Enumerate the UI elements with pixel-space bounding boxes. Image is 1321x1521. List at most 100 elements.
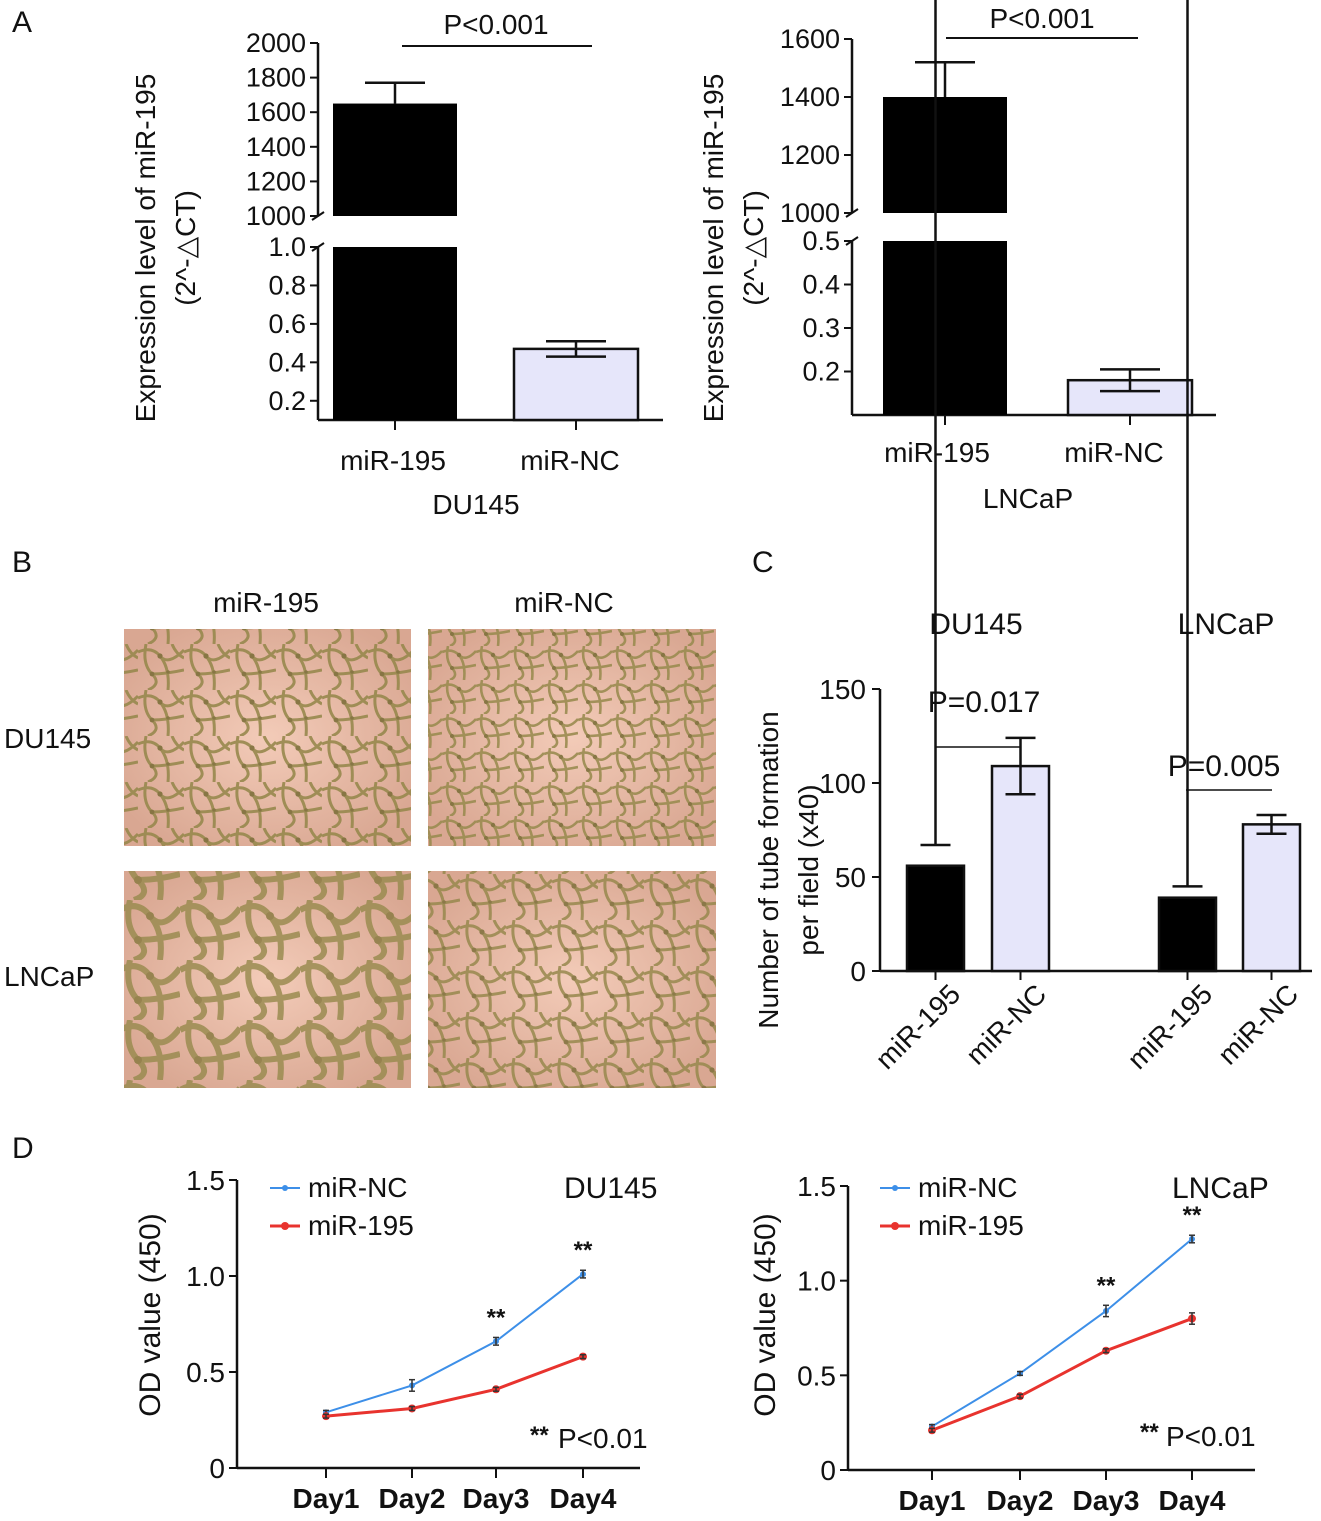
d-left-ylabel: OD value (450) <box>134 1213 167 1416</box>
c-bar-du145-mir-195 <box>905 864 966 973</box>
b-row-label-lncap: LNCaP <box>4 961 94 992</box>
a-left-ylabel-line2: (2^-△CT) <box>170 190 201 306</box>
a-left-p-value: P<0.001 <box>443 9 548 40</box>
d-ytick-label: 0.5 <box>186 1357 225 1388</box>
a-bar-mir-nc <box>512 347 640 422</box>
a-bar-mir-195-lower <box>883 241 1007 415</box>
a-ytick-label: 0.2 <box>268 386 306 416</box>
micrograph-lncap-mir-195 <box>124 871 411 1088</box>
a-ytick-label: 1200 <box>780 140 840 170</box>
d-significance-marker: ** <box>1097 1272 1116 1299</box>
d-left-p-marker: ** <box>530 1422 549 1449</box>
panel-d-right-chart: OD value (450) 0 0.5 1.0 1.5 ** ** miR-NC miR… <box>749 1171 1269 1516</box>
d-left-legend-marker-nc <box>282 1185 288 1191</box>
d-left-p-text: P<0.01 <box>558 1423 648 1454</box>
a-ytick-label: 1.0 <box>268 232 306 262</box>
c-bar-lncap-mir-nc <box>1241 823 1302 973</box>
panel-letter-c: C <box>752 546 774 579</box>
a-right-p-value: P<0.001 <box>989 3 1094 34</box>
a-ytick-label: 1000 <box>246 201 306 231</box>
c-group-label-du145: DU145 <box>929 608 1022 641</box>
d-left-legend-marker-195 <box>281 1222 289 1230</box>
c-ylabel-line2: per field (x40) <box>793 784 824 955</box>
panel-a-right-chart: Expression level of miR-195 (2^-△CT) P<0… <box>698 3 1216 514</box>
c-ytick-label: 100 <box>819 768 866 799</box>
c-bar-du145-mir-nc <box>990 764 1051 973</box>
d-right-legend-marker-195 <box>891 1222 899 1230</box>
d-left-cell-label: DU145 <box>564 1172 657 1205</box>
panel-letter-d: D <box>12 1132 34 1165</box>
a-bar-mir-195-upper <box>883 97 1007 213</box>
d-ytick-label: 0.5 <box>797 1360 836 1391</box>
micrograph-du145-mir-195 <box>124 629 411 846</box>
d-ytick-label: 0 <box>209 1453 225 1484</box>
d-line-mir-195 <box>931 1317 1193 1432</box>
c-p-value: P=0.017 <box>928 686 1041 719</box>
a-ytick-label: 1600 <box>780 24 840 54</box>
a-right-ylabel-line2: (2^-△CT) <box>738 190 769 306</box>
c-ytick-label: 50 <box>835 862 866 893</box>
d-right-cell-label: LNCaP <box>1172 1172 1269 1205</box>
d-ytick-label: 1.0 <box>186 1261 225 1292</box>
a-ytick-label: 1200 <box>246 166 306 196</box>
panel-letter-b: B <box>12 546 32 579</box>
a-left-xtick-mir-nc: miR-NC <box>520 445 620 476</box>
a-ytick-label: 0.2 <box>802 357 840 387</box>
a-bar-mir-195-lower <box>333 247 457 420</box>
d-right-xtick-day4: Day4 <box>1159 1485 1226 1516</box>
c-p-value: P=0.005 <box>1168 750 1281 783</box>
d-right-legend-marker-nc <box>892 1185 898 1191</box>
b-row-label-du145: DU145 <box>4 723 91 754</box>
c-bar-lncap-mir-195 <box>1157 896 1218 973</box>
a-ytick-label: 2000 <box>246 28 306 58</box>
a-right-xtick-mir-195: miR-195 <box>884 437 990 468</box>
d-right-xtick-day2: Day2 <box>987 1485 1054 1516</box>
a-ytick-label: 1400 <box>780 82 840 112</box>
c-group-label-lncap: LNCaP <box>1178 608 1275 641</box>
a-left-ylabel-line1: Expression level of miR-195 <box>130 74 161 423</box>
d-significance-marker: ** <box>487 1304 506 1331</box>
panel-a-left-chart: Expression level of miR-195 (2^-△CT) P<0… <box>130 9 663 520</box>
d-line-mir-195 <box>325 1355 584 1418</box>
a-ytick-label: 0.3 <box>802 313 840 343</box>
micrograph-du145-mir-nc <box>428 629 716 846</box>
panel-d-left-chart: OD value (450) 0 0.5 1.0 1.5 ** ** miR-NC miR… <box>134 1165 657 1514</box>
d-left-xtick-day1: Day1 <box>293 1483 360 1514</box>
b-col-label-mir-195: miR-195 <box>213 587 319 618</box>
panel-letter-a: A <box>12 6 32 39</box>
b-col-label-mir-nc: miR-NC <box>514 587 614 618</box>
c-xtick-lncap-mir-nc: miR-NC <box>1212 978 1304 1070</box>
a-ytick-label: 1000 <box>780 198 840 228</box>
d-ytick-label: 0 <box>820 1455 836 1486</box>
d-left-xtick-day2: Day2 <box>379 1483 446 1514</box>
d-line-mir-nc <box>325 1273 584 1414</box>
d-right-legend-label-nc: miR-NC <box>918 1172 1018 1203</box>
a-ytick-label: 0.4 <box>802 270 840 300</box>
a-ytick-label: 1400 <box>246 132 306 162</box>
d-left-xtick-day3: Day3 <box>463 1483 530 1514</box>
c-ytick-label: 0 <box>850 956 866 987</box>
a-bar-mir-195-upper <box>333 103 457 216</box>
a-ytick-label: 0.8 <box>268 270 306 300</box>
d-significance-marker: ** <box>1183 1202 1202 1229</box>
d-right-legend-label-195: miR-195 <box>918 1210 1024 1241</box>
c-ytick-label: 150 <box>819 674 866 705</box>
d-significance-marker: ** <box>574 1237 593 1264</box>
d-left-legend-label-nc: miR-NC <box>308 1172 408 1203</box>
c-xtick-du145-mir-195: miR-195 <box>870 978 967 1075</box>
d-right-p-marker: ** <box>1140 1419 1159 1446</box>
a-right-xtick-mir-nc: miR-NC <box>1064 437 1164 468</box>
d-left-legend-label-195: miR-195 <box>308 1210 414 1241</box>
d-right-ylabel: OD value (450) <box>749 1213 782 1416</box>
a-right-ylabel-line1: Expression level of miR-195 <box>698 74 729 423</box>
a-ytick-label: 1800 <box>246 63 306 93</box>
a-right-xlabel: LNCaP <box>983 483 1073 514</box>
d-line-mir-nc <box>931 1238 1193 1428</box>
micrograph-lncap-mir-nc <box>428 871 716 1088</box>
d-right-xtick-day3: Day3 <box>1073 1485 1140 1516</box>
panel-b-micrographs: miR-195 miR-NC DU145 LNCaP <box>4 587 716 1088</box>
c-xtick-du145-mir-nc: miR-NC <box>960 978 1052 1070</box>
d-right-xtick-day1: Day1 <box>899 1485 966 1516</box>
a-ytick-label: 0.4 <box>268 347 306 377</box>
